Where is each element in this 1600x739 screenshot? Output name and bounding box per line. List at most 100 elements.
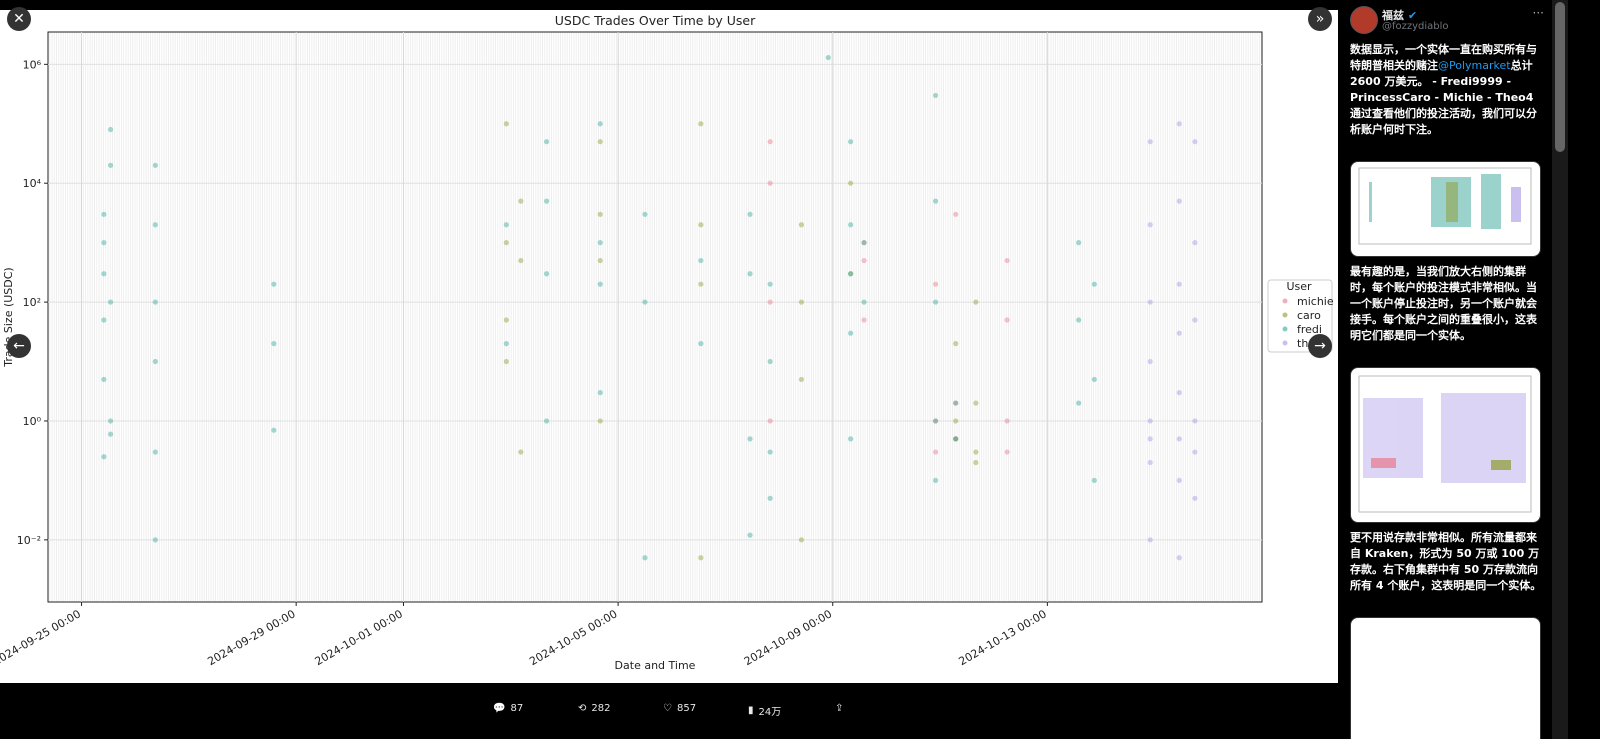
point [973, 400, 979, 406]
point [767, 449, 773, 455]
point [503, 121, 509, 127]
point [767, 139, 773, 145]
point [973, 299, 979, 305]
point [642, 211, 648, 217]
point [101, 240, 107, 246]
mention[interactable]: @Polymarket [1438, 59, 1511, 72]
point [953, 436, 959, 442]
attached-image[interactable] [1350, 367, 1541, 523]
views-button[interactable]: ▮ 24万 [748, 705, 782, 718]
point [1076, 400, 1082, 406]
point [767, 495, 773, 501]
point [1192, 449, 1198, 455]
y-tick-label: 10⁶ [23, 58, 42, 71]
paragraph: 数据显示，一个实体一直在购买所有与特朗普相关的赌注@Polymarket总计 2… [1350, 42, 1542, 138]
point [747, 271, 753, 277]
legend-marker [1282, 312, 1288, 318]
legend-label: caro [1297, 309, 1321, 322]
point [953, 400, 959, 406]
point [518, 198, 524, 204]
point [152, 222, 158, 228]
point [973, 459, 979, 466]
point [1076, 240, 1082, 246]
point [1004, 449, 1010, 455]
point [1176, 390, 1182, 396]
y-tick-label: 10² [23, 296, 41, 309]
point [152, 449, 158, 455]
point [861, 240, 867, 246]
point [953, 211, 959, 217]
author-handle[interactable]: @fozzydiablo [1382, 21, 1449, 32]
author-name[interactable]: 福兹 ✔ [1382, 9, 1418, 22]
point [1147, 222, 1153, 228]
point [1176, 477, 1182, 484]
point [503, 240, 509, 246]
point [1147, 418, 1153, 424]
point [953, 341, 959, 347]
y-tick-label: 10⁰ [23, 415, 42, 428]
point [1147, 537, 1153, 543]
point [848, 180, 854, 186]
point [798, 537, 805, 543]
scroll-thumb[interactable] [1555, 2, 1565, 152]
point [698, 121, 704, 127]
scrollbar[interactable] [1552, 0, 1568, 739]
point [973, 449, 979, 455]
point [848, 222, 854, 228]
point [1192, 317, 1198, 323]
point [503, 222, 509, 228]
next-button[interactable]: → [1308, 334, 1332, 358]
point [597, 121, 603, 127]
post-panel: 福兹 ✔ @fozzydiablo ··· 数据显示，一个实体一直在购买所有与特… [1340, 0, 1552, 739]
paragraph: 更不用说存款非常相似。所有流量都来自 Kraken，形式为 50 万或 100 … [1350, 531, 1542, 592]
close-button[interactable]: ✕ [7, 7, 31, 31]
point [543, 139, 550, 145]
point [543, 198, 550, 204]
x-axis-label: Date and Time [615, 659, 696, 672]
share-button[interactable]: ⇪ [835, 703, 844, 714]
attached-image[interactable] [1350, 161, 1541, 257]
like-button[interactable]: ♡ 857 [663, 703, 697, 714]
prev-button[interactable]: ← [7, 334, 31, 358]
text: 总计 2600 万美元。 - Fredi9999 - PrincessCaro … [1350, 59, 1537, 136]
point [642, 299, 648, 305]
point [1192, 139, 1198, 145]
point [597, 281, 603, 287]
point [503, 358, 509, 365]
point [152, 358, 158, 365]
point [1176, 121, 1182, 127]
point [1192, 418, 1198, 424]
point [101, 211, 107, 217]
point [698, 257, 704, 264]
text: 数据显示，一个实体一直在购买所有与特朗普相关的赌注 [1350, 43, 1537, 72]
point [848, 139, 854, 145]
avatar[interactable] [1350, 6, 1378, 34]
point [597, 257, 603, 264]
point [848, 330, 854, 336]
point [953, 436, 959, 442]
point [932, 198, 939, 204]
point [642, 555, 648, 561]
point [271, 341, 277, 347]
point [1147, 358, 1153, 365]
point [698, 341, 704, 347]
more-button[interactable]: ··· [1532, 6, 1544, 20]
point [1192, 240, 1198, 246]
chart: USDC Trades Over Time by User Date and T… [0, 10, 1338, 683]
legend-marker [1282, 298, 1288, 304]
point [932, 299, 939, 305]
thumbnail [1358, 167, 1532, 245]
point [1147, 436, 1153, 442]
point [597, 211, 603, 217]
point [543, 271, 550, 277]
collapse-button[interactable]: » [1308, 7, 1332, 31]
repost-button[interactable]: ⟲ 282 [578, 703, 611, 714]
point [698, 555, 704, 561]
attached-image[interactable] [1350, 617, 1541, 739]
point [953, 436, 959, 442]
point [1192, 495, 1198, 501]
reply-button[interactable]: 💬 87 [493, 703, 524, 714]
point [1091, 281, 1097, 287]
point [518, 257, 524, 264]
point [1147, 459, 1153, 466]
